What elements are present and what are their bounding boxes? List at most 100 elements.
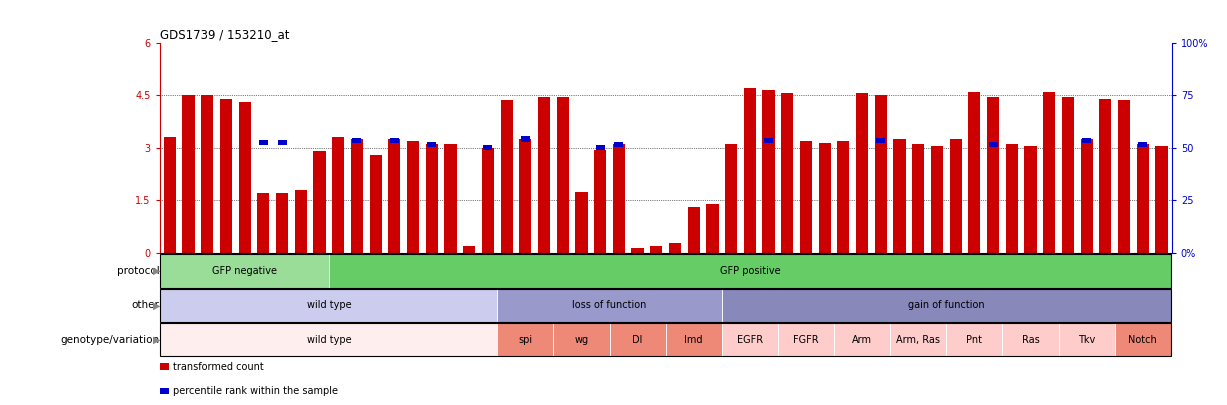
Bar — [482, 148, 494, 253]
Bar — [329, 254, 1171, 288]
Bar — [1118, 100, 1130, 253]
Bar — [876, 138, 886, 143]
Bar — [537, 97, 550, 253]
Bar — [161, 289, 497, 322]
Text: GFP positive: GFP positive — [719, 266, 780, 276]
Text: transformed count: transformed count — [173, 362, 264, 371]
Bar — [818, 143, 831, 253]
Text: ▶: ▶ — [153, 335, 161, 345]
Bar — [519, 139, 531, 253]
Bar — [497, 289, 721, 322]
Text: genotype/variation: genotype/variation — [60, 335, 160, 345]
Bar — [351, 139, 363, 253]
Bar — [294, 190, 307, 253]
Bar — [893, 139, 906, 253]
Bar — [931, 146, 944, 253]
Text: Tkv: Tkv — [1079, 335, 1096, 345]
Bar — [721, 323, 778, 356]
Bar — [968, 92, 980, 253]
Bar — [1061, 97, 1074, 253]
Bar — [721, 289, 1171, 322]
Bar — [427, 142, 437, 147]
Bar — [497, 323, 553, 356]
Text: wild type: wild type — [307, 335, 351, 345]
Bar — [762, 90, 774, 253]
Bar — [238, 102, 250, 253]
Bar — [612, 144, 625, 253]
Bar — [163, 137, 175, 253]
Bar — [594, 149, 606, 253]
Bar — [277, 140, 287, 145]
Bar — [650, 246, 663, 253]
Text: Imd: Imd — [685, 335, 703, 345]
Text: Pnt: Pnt — [967, 335, 983, 345]
Bar — [407, 141, 420, 253]
Bar — [183, 95, 195, 253]
Text: Notch: Notch — [1129, 335, 1157, 345]
Text: protocol: protocol — [117, 266, 160, 276]
Bar — [665, 323, 721, 356]
Bar — [764, 138, 773, 143]
Bar — [890, 323, 946, 356]
Text: GDS1739 / 153210_at: GDS1739 / 153210_at — [160, 28, 290, 41]
Bar — [463, 246, 475, 253]
Bar — [1136, 144, 1148, 253]
Bar — [520, 136, 530, 142]
Text: Arm, Ras: Arm, Ras — [896, 335, 940, 345]
Bar — [595, 145, 605, 150]
Bar — [987, 97, 999, 253]
Bar — [856, 94, 869, 253]
Bar — [1139, 142, 1147, 147]
Text: wg: wg — [574, 335, 589, 345]
Bar — [388, 139, 400, 253]
Text: Dl: Dl — [632, 335, 643, 345]
Text: ▶: ▶ — [153, 301, 161, 310]
Bar — [575, 192, 588, 253]
Bar — [501, 100, 513, 253]
Text: FGFR: FGFR — [793, 335, 818, 345]
Bar — [444, 144, 456, 253]
Bar — [707, 204, 719, 253]
Text: Ras: Ras — [1022, 335, 1039, 345]
Bar — [483, 145, 492, 150]
Bar — [912, 144, 924, 253]
Text: gain of function: gain of function — [908, 301, 984, 310]
Bar — [426, 144, 438, 253]
Bar — [333, 137, 345, 253]
Text: spi: spi — [518, 335, 533, 345]
Bar — [1025, 146, 1037, 253]
Bar — [369, 155, 382, 253]
Text: Arm: Arm — [852, 335, 872, 345]
Bar — [1114, 323, 1171, 356]
Bar — [313, 151, 325, 253]
Text: percentile rank within the sample: percentile rank within the sample — [173, 386, 337, 396]
Bar — [1082, 138, 1091, 143]
Bar — [778, 323, 834, 356]
Bar — [1059, 323, 1114, 356]
Text: ▶: ▶ — [153, 266, 161, 276]
Bar — [259, 140, 267, 145]
Bar — [800, 141, 812, 253]
Bar — [1099, 99, 1112, 253]
Bar — [161, 254, 329, 288]
Text: EGFR: EGFR — [736, 335, 763, 345]
Bar — [834, 323, 890, 356]
Bar — [687, 207, 699, 253]
Bar — [1156, 146, 1168, 253]
Bar — [669, 243, 681, 253]
Bar — [782, 94, 794, 253]
Text: loss of function: loss of function — [572, 301, 647, 310]
Bar — [1006, 144, 1018, 253]
Bar — [201, 95, 213, 253]
Bar — [946, 323, 1002, 356]
Bar — [632, 248, 644, 253]
Text: other: other — [131, 301, 160, 310]
Bar — [875, 95, 887, 253]
Bar — [352, 138, 362, 143]
Bar — [1043, 92, 1055, 253]
Bar — [1002, 323, 1059, 356]
Bar — [557, 97, 569, 253]
Bar — [220, 99, 232, 253]
Text: wild type: wild type — [307, 301, 351, 310]
Bar — [1081, 139, 1093, 253]
